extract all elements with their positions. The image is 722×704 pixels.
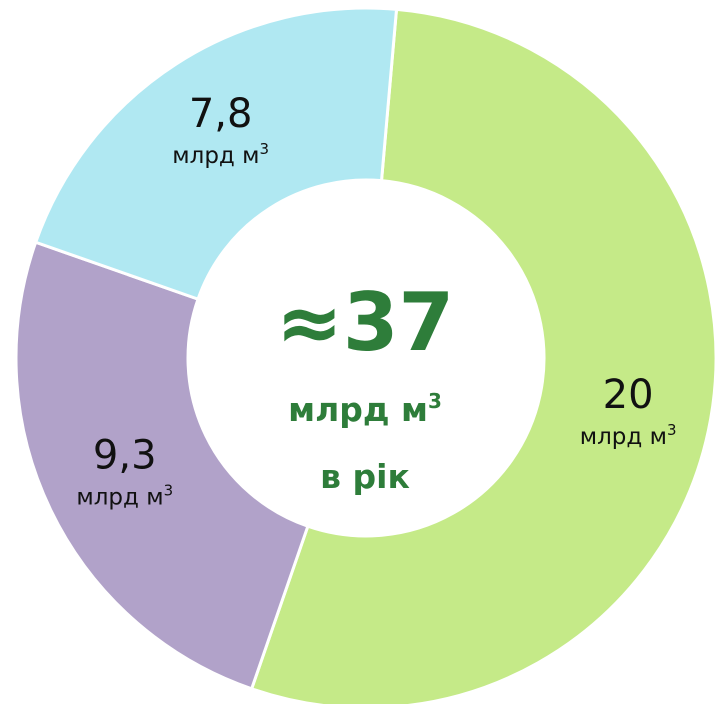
center-period: в рік (320, 457, 410, 496)
slice-value-label-1: 9,3 (93, 433, 157, 479)
slice-unit-label-1: млрд м3 (76, 482, 173, 511)
slice-unit-label-0: млрд м3 (580, 421, 677, 450)
center-total: ≈37 (276, 276, 454, 369)
slice-value-label-2: 7,8 (189, 91, 253, 137)
center-unit-sup: 3 (428, 389, 442, 413)
donut-slice-0 (249, 7, 718, 704)
slice-labels: 20 млрд м3 9,3 млрд м3 7,8 млрд м3 (76, 91, 676, 511)
slice-unit-label-2: млрд м3 (172, 140, 269, 169)
donut-slices (14, 6, 718, 704)
donut-slice-1 (14, 240, 310, 691)
slice-value-label-0: 20 (603, 372, 654, 418)
donut-slice-2 (33, 6, 399, 302)
center-unit-text: млрд м (288, 390, 428, 429)
center-summary: ≈37 млрд м3 в рік (276, 276, 454, 496)
center-unit: млрд м3 (288, 389, 442, 429)
